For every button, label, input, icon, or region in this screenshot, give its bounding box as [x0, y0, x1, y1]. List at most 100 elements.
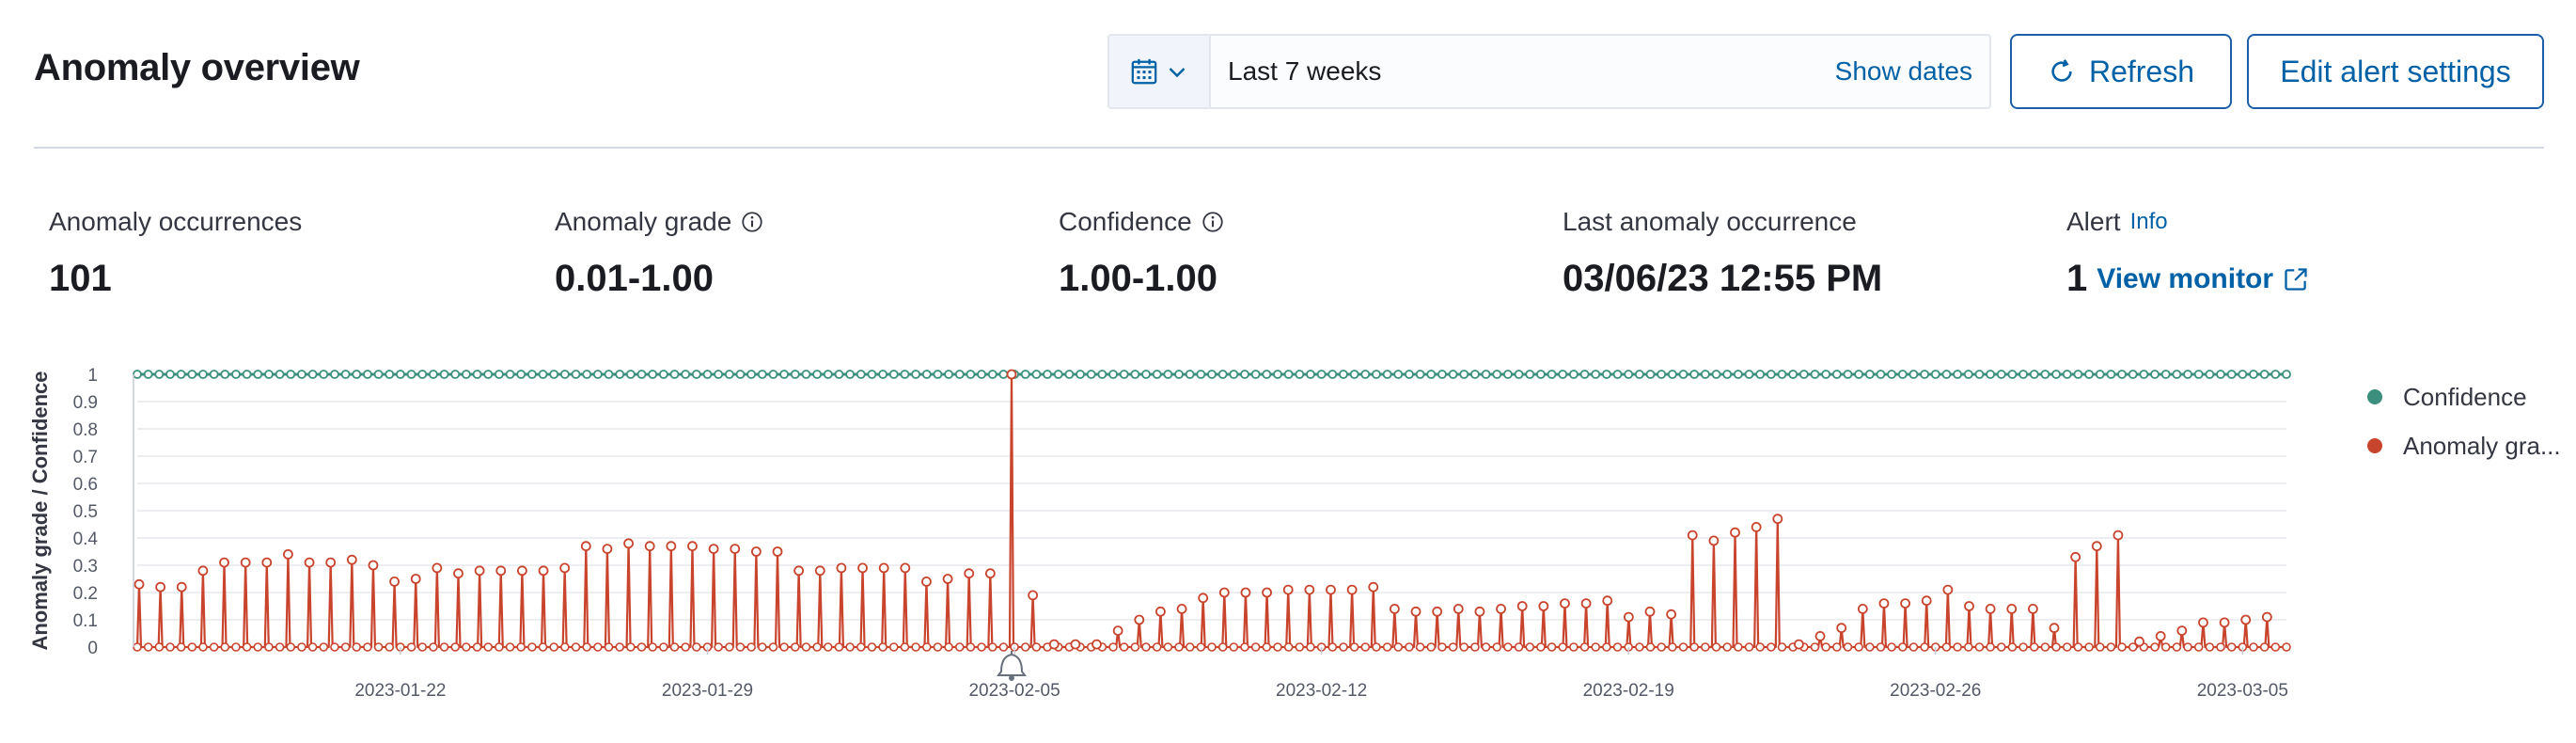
y-tick-label: 0.1 [73, 611, 98, 631]
confidence-point [1382, 370, 1392, 379]
confidence-point [604, 370, 614, 379]
confidence-point [1744, 370, 1754, 379]
anomaly-zero-point [429, 642, 438, 652]
anomaly-grade-point [304, 557, 315, 568]
quick-select-button[interactable] [1109, 36, 1211, 107]
anomaly-zero-point [2051, 642, 2061, 652]
anomaly-zero-point [286, 642, 296, 652]
anomaly-zero-point [878, 642, 887, 652]
confidence-point [406, 370, 416, 379]
confidence-point [2106, 370, 2116, 379]
confidence-point [582, 370, 592, 379]
legend-item-anomaly-grade[interactable]: Anomaly gra... [2367, 421, 2561, 470]
stat-label: Anomaly occurrences [49, 207, 303, 236]
anomaly-zero-point [527, 642, 537, 652]
anomaly-zero-point [1897, 642, 1908, 652]
confidence-point [1295, 370, 1305, 379]
legend-swatch [2367, 389, 2382, 404]
x-tick-label: 2023-01-29 [662, 681, 753, 701]
confidence-point [165, 370, 175, 379]
alert-bell-icon [996, 651, 1027, 681]
confidence-point [1240, 370, 1249, 379]
anomaly-zero-point [2029, 642, 2039, 652]
confidence-point [1930, 370, 1940, 379]
anomaly-grade-point [1432, 606, 1443, 617]
anomaly-zero-point [1579, 642, 1590, 652]
confidence-point [834, 370, 844, 379]
confidence-point [900, 370, 910, 379]
anomaly-zero-point [1777, 642, 1787, 652]
anomaly-grade-point [984, 568, 996, 579]
confidence-point [1601, 370, 1611, 379]
confidence-point [1250, 370, 1261, 379]
confidence-point [1262, 370, 1272, 379]
anomaly-zero-point [1459, 642, 1469, 652]
confidence-point [1843, 370, 1853, 379]
confidence-point [1908, 370, 1919, 379]
anomaly-grade-point [1198, 593, 1209, 604]
anomaly-grade-point [261, 557, 273, 568]
anomaly-zero-point [417, 642, 428, 652]
info-icon[interactable] [1202, 211, 1224, 233]
refresh-button[interactable]: Refresh [2010, 34, 2232, 109]
anomaly-zero-point [1514, 642, 1524, 652]
anomaly-zero-point [187, 642, 197, 652]
y-tick-label: 0.4 [73, 530, 99, 549]
confidence-point [1920, 370, 1930, 379]
anomaly-zero-point [220, 642, 230, 652]
confidence-point [1624, 370, 1634, 379]
confidence-point [1941, 370, 1952, 379]
confidence-point [231, 370, 241, 379]
confidence-point [2226, 370, 2237, 379]
confidence-point [702, 370, 713, 379]
confidence-point [220, 370, 230, 379]
alert-info-link[interactable]: Info [2129, 209, 2168, 234]
view-monitor-link[interactable]: View monitor [2097, 263, 2309, 295]
anomaly-zero-point [735, 642, 746, 652]
anomaly-chart: 0 0.1 0.2 0.3 0.4 0.5 0.6 0.7 0.8 0.9 1 Anomaly gra… [28, 366, 2291, 701]
confidence-point [549, 370, 559, 379]
anomaly-zero-point [1941, 642, 1952, 652]
confidence-point [1525, 370, 1535, 379]
anomaly-zero-point [604, 642, 614, 652]
anomaly-zero-point [209, 642, 219, 652]
show-dates-button[interactable]: Show dates [1834, 56, 1972, 86]
anomaly-zero-point [1711, 642, 1721, 652]
info-icon[interactable] [741, 211, 763, 233]
anomaly-grade-point [1304, 584, 1315, 595]
anomaly-zero-point [1591, 642, 1601, 652]
stat-confidence: Confidence 1.00-1.00 [1059, 207, 1224, 300]
anomaly-grade-point [1644, 606, 1656, 617]
edit-alert-settings-button[interactable]: Edit alert settings [2247, 34, 2544, 109]
legend-item-confidence[interactable]: Confidence [2367, 372, 2561, 421]
y-tick-label: 0.9 [73, 393, 98, 413]
date-range-display[interactable]: Last 7 weeks Show dates [1211, 36, 1989, 107]
anomaly-zero-point [790, 642, 800, 652]
x-tick-label: 2023-02-19 [1583, 681, 1674, 701]
y-tick-label: 1 [87, 366, 98, 386]
confidence-point [461, 370, 471, 379]
anomaly-zero-point [823, 642, 833, 652]
anomaly-grade-point [1092, 639, 1102, 650]
anomaly-grade-point [389, 576, 401, 587]
confidence-point [1864, 370, 1875, 379]
anomaly-zero-point [1372, 642, 1381, 652]
anomaly-zero-point [1327, 642, 1338, 652]
anomaly-zero-point [505, 642, 515, 652]
anomaly-zero-point [1558, 642, 1568, 652]
anomaly-zero-point [1986, 642, 1995, 652]
anomaly-grade-point [517, 565, 527, 577]
anomaly-zero-point [1744, 642, 1754, 652]
anomaly-grade-point [410, 574, 421, 584]
x-tick-label: 2023-01-22 [354, 681, 446, 701]
confidence-point [1349, 370, 1359, 379]
anomaly-zero-point [176, 642, 186, 652]
confidence-point [2018, 370, 2028, 379]
anomaly-zero-point [801, 642, 811, 652]
confidence-point [757, 370, 767, 379]
anomaly-grade-point [623, 538, 634, 549]
stat-label: Last anomaly occurrence [1563, 207, 1857, 236]
anomaly-grade-point [921, 576, 932, 587]
anomaly-grade-point [836, 562, 847, 574]
confidence-point [2160, 370, 2171, 379]
